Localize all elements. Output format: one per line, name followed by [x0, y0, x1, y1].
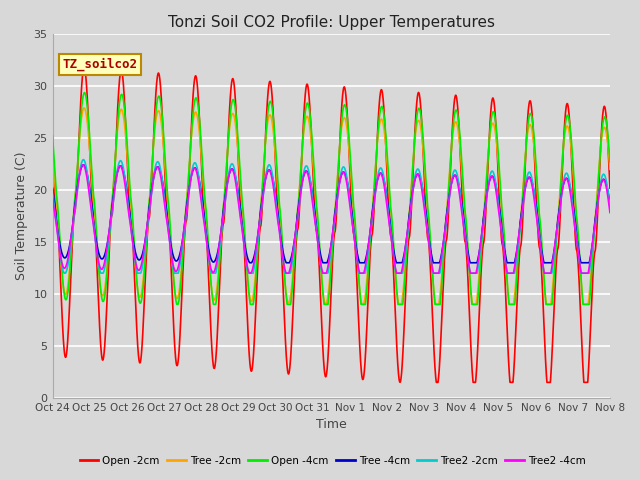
X-axis label: Time: Time [316, 419, 347, 432]
Title: Tonzi Soil CO2 Profile: Upper Temperatures: Tonzi Soil CO2 Profile: Upper Temperatur… [168, 15, 495, 30]
Legend: Open -2cm, Tree -2cm, Open -4cm, Tree -4cm, Tree2 -2cm, Tree2 -4cm: Open -2cm, Tree -2cm, Open -4cm, Tree -4… [76, 452, 590, 470]
Y-axis label: Soil Temperature (C): Soil Temperature (C) [15, 152, 28, 280]
Text: TZ_soilco2: TZ_soilco2 [63, 58, 138, 71]
